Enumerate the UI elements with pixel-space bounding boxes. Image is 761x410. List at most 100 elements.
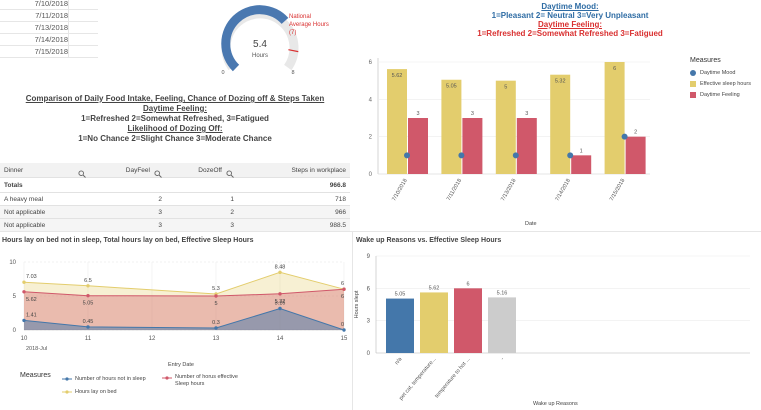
mood-chart-header: Daytime Mood: 1=Pleasant 2= Neutral 3=Ve… [380,2,760,38]
mood-title: Daytime Mood: [541,2,599,11]
date-row[interactable]: 7/14/2018 [0,34,98,46]
x-tick-label: 12 [149,336,156,342]
comparison-feeling-scale: 1=Refreshed 2=Somewhat Refreshed, 3=Fati… [81,114,269,123]
area-chart-title: Hours lay on bed not in sleep, Total hou… [2,237,254,244]
x-tick-label: 7/14/2018 [555,178,572,202]
point-label: 6.5 [84,278,92,284]
section-divider [0,231,761,232]
comparison-dozing-title: Likelihood of Dozing Off: [127,124,223,133]
point-label: 3.16 [275,301,286,307]
x-tick-label: 7/11/2018 [446,178,463,202]
search-icon[interactable] [78,169,86,178]
header-dozeoff[interactable]: DozeOff [166,167,238,178]
date-row[interactable]: 7/10/2018 [0,0,98,10]
x-tick-label: n/a [394,356,404,366]
data-point [86,284,90,288]
date-row[interactable]: 7/11/2018 [0,10,98,22]
area-legend: Measures Number of hours not in sleep Nu… [20,372,340,408]
bar-label: 5 [504,85,507,91]
search-icon[interactable] [226,169,234,178]
bar-daytime-feeling [462,118,483,174]
point-daytime-mood [404,152,410,159]
gauge-value: 5.4 [253,39,267,50]
x-tick-label: 7/15/2018 [609,178,626,202]
point-label: 6 [341,281,344,287]
data-point [214,326,218,330]
mood-legend: Measures Daytime Mood Effective sleep ho… [690,57,760,98]
bar-label: 5.05 [446,84,457,90]
legend-item-effective-sleep[interactable]: Number of horus effective Sleep hours [162,374,252,388]
bar-label: 3 [471,111,474,117]
gauge-max: 8 [291,70,294,76]
point-daytime-mood [567,152,574,159]
bar-wake-reason [420,292,448,353]
column-divider [68,22,69,33]
table-row[interactable]: A heavy meal 2 1 718 [0,193,350,206]
data-point [22,290,26,294]
point-label: 5.62 [26,297,37,303]
column-divider [68,0,69,9]
legend-swatch-red [162,376,172,380]
y-tick-label: 6 [367,286,371,292]
search-icon[interactable] [154,169,162,178]
header-dinner[interactable]: Dinner [0,167,88,178]
header-steps[interactable]: Steps in workplace [291,166,346,174]
header-dayfeel[interactable]: DayFeel [88,167,166,178]
bar-label: 5.32 [555,79,566,85]
comparison-title: Comparison of Daily Food Intake, Feeling… [25,94,325,103]
legend-item-lay-on-bed[interactable]: Hours lay on bed [62,389,117,395]
bar-daytime-feeling [516,118,537,174]
sleep-gauge: 5.4 Hours 0 8 [221,5,299,76]
gauge-min: 0 [221,70,224,76]
column-divider [68,34,69,45]
legend-item-not-in-sleep[interactable]: Number of hours not in sleep [62,376,146,382]
x-tick-label: 7/13/2018 [500,178,517,202]
totals-row: Totals 966.8 [0,178,350,193]
comparison-dozing-scale: 1=No Chance 2=Slight Chance 3=Moderate C… [78,134,272,143]
date-row[interactable]: 7/15/2018 [0,46,98,58]
legend-item-daytime-mood[interactable]: Daytime Mood [690,70,760,76]
bar-daytime-feeling [625,136,646,174]
bar-label: 1 [580,148,583,154]
mood-bar-chart: 0 2 4 6 5.62 3 7/10/2018 5.05 3 7/11/2018 5 3 7/13/2… [369,58,650,202]
y-tick-label: 6 [369,60,373,66]
bar-label: 3 [525,111,528,117]
point-label: 0 [341,322,344,328]
date-row[interactable]: 7/13/2018 [0,22,98,34]
legend-item-effective-sleep[interactable]: Effective sleep hours [690,81,760,87]
feeling-title: Daytime Feeling: [537,20,602,29]
y-tick-label: 0 [369,172,373,178]
x-tick-label: 13 [213,336,220,342]
y-axis-label: Hours slept [354,290,360,318]
y-tick-label: 3 [367,319,371,325]
totals-label: Totals [4,181,23,189]
column-divider [68,10,69,21]
x-tick-label: temperature to hot ... [434,356,472,399]
point-label: 5 [214,301,217,307]
bar-effective-sleep [495,80,516,174]
bar-wake-reason [488,297,516,353]
section-divider [352,232,353,410]
bar-label: 3 [416,111,419,117]
x-tick-label: - [500,356,506,361]
bar-label: 5.16 [497,290,508,296]
legend-item-daytime-feeling[interactable]: Daytime Feeling [690,92,760,98]
sleep-area-chart: 10 5 0 10 11 12 13 14 15 2018-Jul 7.03 6.5 5.3 8.48 6 5… [9,260,348,352]
comparison-feeling-title: Daytime Feeling: [142,104,207,113]
mood-scale: 1=Pleasant 2= Neutral 3=Very Unpleasant [491,11,649,20]
y-tick-label: 0 [13,328,17,334]
data-point [86,325,90,329]
point-label: 5.32 [275,299,286,305]
legend-swatch-blue [62,377,72,381]
point-label: 5.3 [212,286,220,292]
gauge-unit: Hours [252,53,268,59]
legend-swatch-red [690,92,696,98]
wake-reasons-chart: 9 6 3 0 Hours slept 5.05 n/a 5.62 pet cat, tempe… [354,254,750,402]
table-row[interactable]: Not applicable 3 2 966 [0,206,350,219]
point-label: 0.45 [83,319,94,325]
point-daytime-mood [512,152,519,159]
comparison-header: Comparison of Daily Food Intake, Feeling… [0,94,350,143]
bar-daytime-feeling [571,155,592,174]
feeling-scale: 1=Refreshed 2=Somewhat Refreshed 3=Fatig… [477,29,663,38]
bar-effective-sleep [387,69,407,174]
